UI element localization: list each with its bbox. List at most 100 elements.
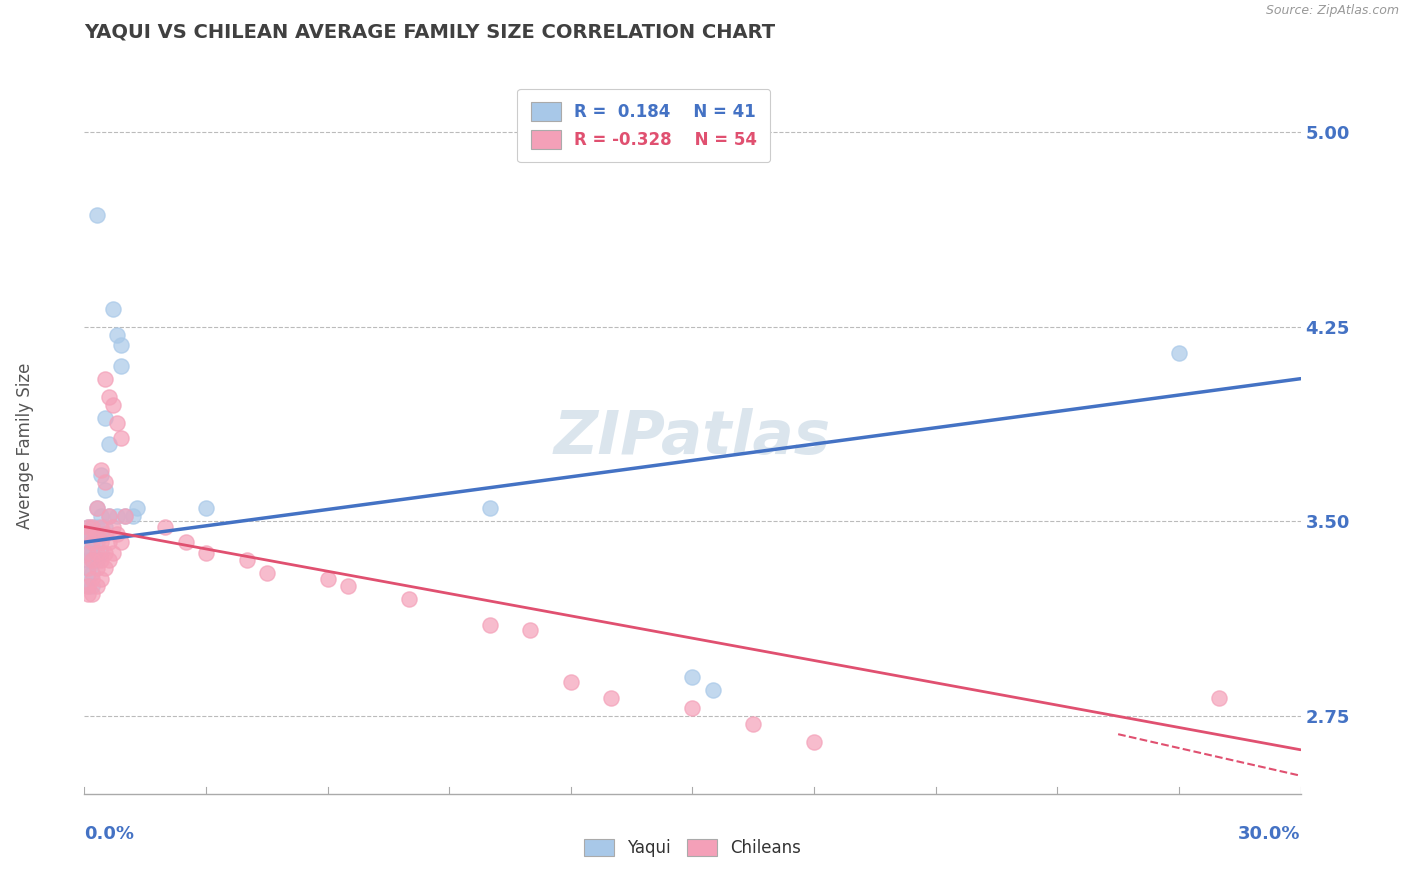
- Point: [82, 545, 104, 559]
- Point: [803, 735, 825, 749]
- Point: [77, 527, 100, 541]
- Point: [82, 553, 104, 567]
- Point: [110, 535, 132, 549]
- Point: [90, 509, 112, 524]
- Point: [77, 545, 100, 559]
- Point: [235, 553, 257, 567]
- Point: [114, 509, 136, 524]
- Point: [86, 545, 108, 559]
- Point: [82, 587, 104, 601]
- Point: [77, 566, 100, 581]
- Point: [398, 592, 420, 607]
- Point: [110, 431, 132, 445]
- Point: [77, 561, 100, 575]
- Point: [702, 683, 724, 698]
- Point: [256, 566, 278, 581]
- Point: [105, 416, 128, 430]
- Point: [77, 579, 100, 593]
- Point: [77, 519, 100, 533]
- Text: YAQUI VS CHILEAN AVERAGE FAMILY SIZE CORRELATION CHART: YAQUI VS CHILEAN AVERAGE FAMILY SIZE COR…: [84, 22, 776, 41]
- Point: [682, 670, 704, 684]
- Point: [97, 509, 120, 524]
- Point: [90, 572, 112, 586]
- Point: [560, 675, 582, 690]
- Point: [682, 701, 704, 715]
- Point: [90, 535, 112, 549]
- Point: [93, 519, 115, 533]
- Text: 0.0%: 0.0%: [84, 825, 135, 843]
- Point: [1167, 345, 1189, 359]
- Point: [77, 519, 100, 533]
- Point: [93, 475, 115, 490]
- Point: [478, 618, 501, 632]
- Point: [97, 509, 120, 524]
- Point: [110, 338, 132, 352]
- Point: [86, 501, 108, 516]
- Point: [82, 519, 104, 533]
- Point: [86, 527, 108, 541]
- Point: [82, 579, 104, 593]
- Text: Average Family Size: Average Family Size: [17, 363, 34, 529]
- Point: [93, 545, 115, 559]
- Point: [82, 572, 104, 586]
- Point: [90, 462, 112, 476]
- Point: [82, 553, 104, 567]
- Text: 30.0%: 30.0%: [1239, 825, 1301, 843]
- Legend: Yaqui, Chileans: Yaqui, Chileans: [576, 832, 808, 864]
- Text: Source: ZipAtlas.com: Source: ZipAtlas.com: [1265, 4, 1399, 18]
- Point: [114, 509, 136, 524]
- Point: [742, 716, 765, 731]
- Point: [86, 501, 108, 516]
- Point: [86, 519, 108, 533]
- Point: [90, 527, 112, 541]
- Point: [519, 624, 541, 638]
- Point: [101, 398, 124, 412]
- Point: [122, 509, 145, 524]
- Point: [93, 527, 115, 541]
- Point: [110, 359, 132, 373]
- Point: [101, 301, 124, 316]
- Point: [77, 579, 100, 593]
- Point: [93, 483, 115, 498]
- Point: [90, 467, 112, 482]
- Point: [316, 572, 339, 586]
- Point: [478, 501, 501, 516]
- Text: ZIPatlas: ZIPatlas: [554, 408, 831, 467]
- Point: [97, 436, 120, 450]
- Point: [600, 690, 623, 705]
- Point: [77, 553, 100, 567]
- Point: [86, 208, 108, 222]
- Point: [86, 561, 108, 575]
- Point: [97, 390, 120, 404]
- Point: [93, 410, 115, 425]
- Point: [93, 561, 115, 575]
- Point: [97, 535, 120, 549]
- Point: [86, 535, 108, 549]
- Point: [86, 579, 108, 593]
- Point: [82, 535, 104, 549]
- Point: [93, 372, 115, 386]
- Point: [194, 545, 218, 559]
- Point: [97, 553, 120, 567]
- Point: [82, 535, 104, 549]
- Point: [77, 545, 100, 559]
- Point: [105, 527, 128, 541]
- Point: [1208, 690, 1230, 705]
- Point: [77, 527, 100, 541]
- Point: [77, 587, 100, 601]
- Point: [82, 566, 104, 581]
- Point: [125, 501, 148, 516]
- Point: [77, 535, 100, 549]
- Point: [105, 509, 128, 524]
- Point: [101, 519, 124, 533]
- Point: [105, 327, 128, 342]
- Point: [90, 553, 112, 567]
- Point: [155, 519, 177, 533]
- Point: [101, 545, 124, 559]
- Point: [194, 501, 218, 516]
- Point: [90, 545, 112, 559]
- Point: [90, 519, 112, 533]
- Point: [336, 579, 359, 593]
- Point: [82, 527, 104, 541]
- Point: [82, 519, 104, 533]
